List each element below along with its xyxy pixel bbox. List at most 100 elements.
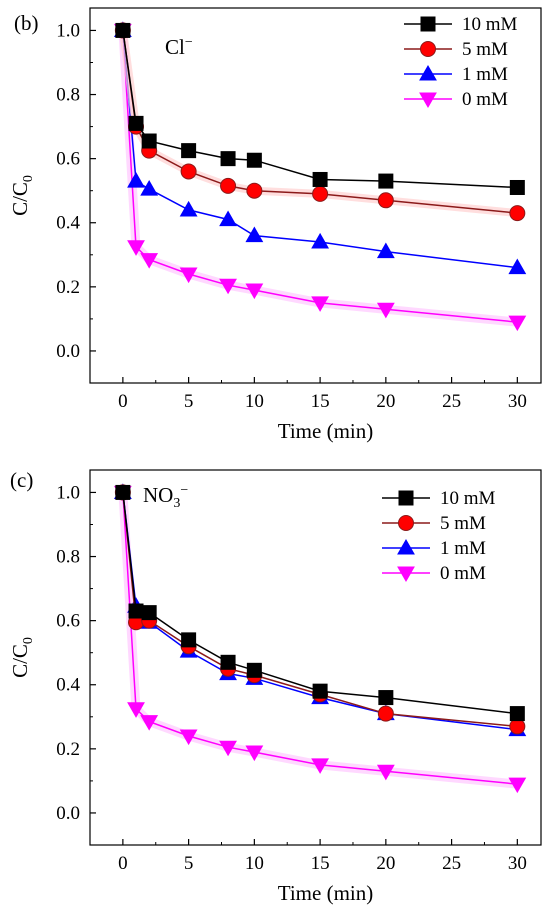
data-point	[181, 632, 197, 648]
plot-frame	[89, 469, 542, 846]
data-point	[179, 200, 198, 217]
x-tick-label: 0	[118, 391, 128, 412]
x-tick-label: 5	[184, 391, 194, 412]
y-tick-label: 0.6	[56, 611, 80, 632]
data-point	[179, 267, 198, 284]
data-point	[246, 662, 262, 678]
y-tick-label: 0.4	[56, 675, 80, 696]
x-tick-label: 15	[311, 853, 330, 874]
data-point	[141, 605, 157, 621]
legend-label: 10 mM	[440, 488, 496, 509]
data-point	[219, 278, 237, 295]
data-point	[179, 729, 198, 746]
data-point	[376, 764, 395, 781]
x-tick-label: 25	[442, 853, 461, 874]
data-point	[140, 253, 159, 269]
data-point	[220, 654, 236, 670]
legend-label: 1 mM	[462, 64, 508, 85]
data-point	[115, 22, 131, 38]
legend-label: 5 mM	[462, 39, 508, 60]
legend-marker	[419, 64, 437, 81]
x-tick-label: 15	[311, 391, 330, 412]
data-point	[508, 258, 527, 275]
data-point	[378, 173, 394, 189]
data-point	[127, 172, 145, 188]
data-point	[180, 163, 197, 180]
y-tick-label: 0.2	[56, 739, 80, 760]
y-tick-label: 1.0	[56, 482, 80, 503]
data-point	[220, 151, 236, 167]
data-point	[312, 171, 328, 187]
legend-label: 0 mM	[462, 89, 508, 110]
x-tick-label: 30	[508, 391, 527, 412]
data-point	[508, 315, 527, 332]
data-point	[220, 177, 237, 194]
x-tick-label: 5	[184, 853, 194, 874]
panel-label: (c)	[10, 468, 33, 492]
data-point	[127, 702, 145, 718]
x-tick-label: 25	[442, 391, 461, 412]
legend-marker	[397, 538, 415, 555]
data-point	[141, 133, 157, 149]
data-point	[376, 242, 395, 259]
data-point	[140, 180, 159, 196]
x-tick-label: 10	[245, 853, 264, 874]
x-tick-label: 0	[118, 853, 128, 874]
x-axis-title: Time (min)	[278, 881, 373, 905]
legend: 10 mM 5 mM 1 mM 0 mM	[404, 14, 518, 110]
data-point	[245, 745, 264, 762]
y-tick-label: 1.0	[56, 20, 80, 41]
data-point	[128, 603, 144, 619]
y-tick-label: 0.4	[56, 213, 80, 234]
panel-c: 0 5 10 15 20 25 30 0.0 0.2 0.4 0.6 0.8 1.0 Time (min)…	[8, 468, 542, 905]
y-tick-label: 0.8	[56, 85, 80, 106]
x-tick-label: 10	[245, 391, 264, 412]
legend-label: 0 mM	[440, 563, 486, 584]
data-point	[246, 182, 263, 199]
data-point	[508, 777, 527, 794]
legend-label: 1 mM	[440, 538, 486, 559]
y-axis-title: C/C0	[8, 637, 36, 678]
data-point	[311, 758, 330, 774]
data-point	[312, 683, 328, 699]
data-point	[509, 179, 525, 195]
data-point	[128, 115, 144, 131]
ion-label: Cl−	[165, 35, 193, 59]
data-point	[311, 296, 330, 312]
y-tick-label: 0.0	[56, 803, 80, 824]
legend-marker	[420, 16, 436, 32]
data-point	[509, 718, 526, 735]
data-point	[311, 232, 330, 249]
data-point	[377, 192, 394, 209]
legend-marker	[419, 92, 437, 109]
data-point	[312, 185, 329, 202]
data-point	[219, 210, 237, 227]
data-point	[509, 205, 526, 222]
legend-marker	[398, 515, 414, 531]
y-tick-label: 0.8	[56, 547, 80, 568]
data-point	[219, 740, 237, 757]
data-point	[377, 705, 394, 722]
data-point	[181, 143, 197, 159]
series-10-mm	[115, 484, 525, 722]
panel-label: (b)	[14, 11, 39, 35]
x-tick-label: 30	[508, 853, 527, 874]
x-axis-title: Time (min)	[278, 419, 373, 443]
data-point	[378, 690, 394, 706]
x-tick-label: 20	[376, 853, 395, 874]
y-tick-label: 0.0	[56, 341, 80, 362]
y-axis-title: C/C0	[8, 175, 36, 216]
data-point	[127, 240, 145, 256]
data-point	[246, 152, 262, 168]
data-point	[245, 283, 264, 300]
legend-marker	[420, 41, 436, 57]
legend-marker	[398, 490, 414, 506]
legend-marker	[397, 566, 415, 583]
legend-label: 10 mM	[462, 14, 518, 35]
x-tick-label: 20	[376, 391, 395, 412]
data-point	[140, 715, 159, 731]
data-point	[509, 706, 525, 722]
data-point	[245, 226, 264, 243]
data-point	[115, 484, 131, 500]
